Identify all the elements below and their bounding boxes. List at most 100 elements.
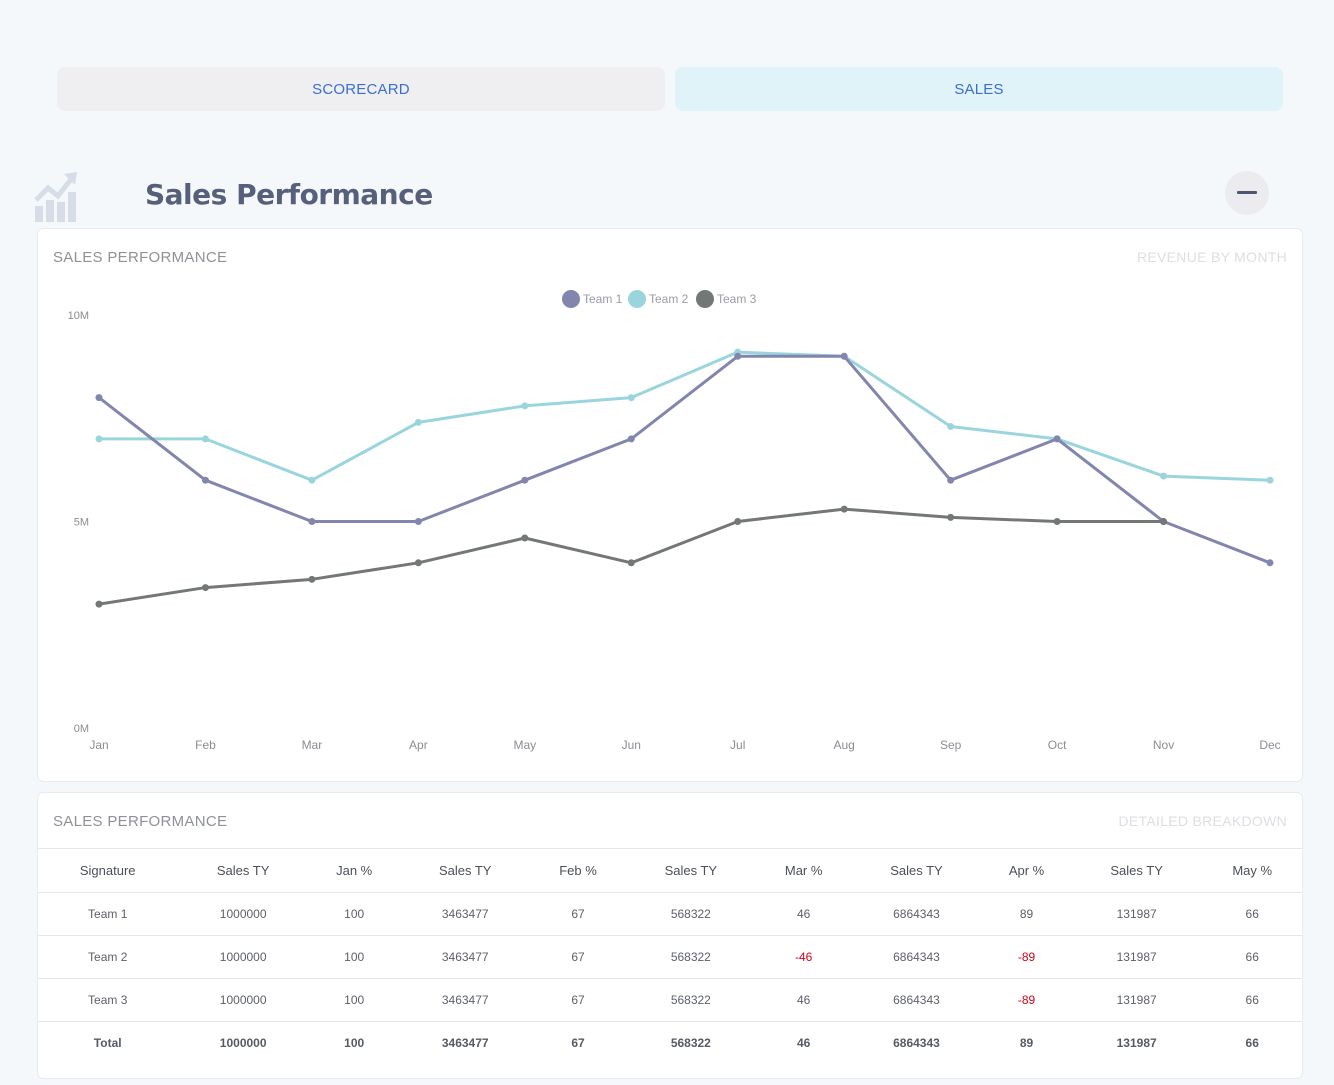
data-point — [1053, 435, 1061, 443]
x-tick-label: Jul — [730, 738, 745, 752]
table-cell: 3463477 — [399, 892, 531, 936]
table-cell: 100 — [308, 892, 400, 936]
table-card: SALES PERFORMANCE DETAILED BREAKDOWN Sig… — [37, 792, 1303, 1079]
table-cell: 46 — [756, 892, 851, 936]
table-cell: 66 — [1202, 978, 1302, 1022]
breakdown-table: Signature Sales TY Jan % Sales TY Feb % Sales… — [38, 848, 1302, 1065]
data-point — [627, 394, 635, 402]
column-header: Signature — [38, 848, 178, 893]
x-tick-label: Dec — [1259, 738, 1280, 752]
legend-marker — [628, 290, 646, 308]
data-point — [308, 518, 316, 525]
data-point — [95, 435, 103, 443]
series-line-team-2 — [99, 350, 1271, 482]
data-point — [627, 435, 635, 443]
table-cell: 568322 — [625, 1021, 757, 1065]
column-header: Sales TY — [399, 848, 531, 893]
table-cell: 1000000 — [177, 1021, 309, 1065]
x-tick-label: Oct — [1048, 738, 1067, 752]
x-tick-label: Jun — [622, 738, 641, 752]
tab-sales[interactable]: SALES — [675, 67, 1283, 111]
chart-card-subtitle: REVENUE BY MONTH — [1136, 249, 1287, 265]
table-cell: 67 — [530, 978, 626, 1022]
x-tick-label: Aug — [834, 738, 855, 752]
x-tick-label: Feb — [195, 738, 216, 752]
data-point — [947, 423, 955, 431]
table-cell: 6864343 — [850, 892, 983, 936]
table-cell: 6864343 — [850, 1021, 983, 1065]
table-cell: 66 — [1202, 935, 1302, 979]
table-cell: 1000000 — [177, 892, 309, 936]
data-point — [734, 352, 742, 360]
series-line-team-1 — [98, 354, 1271, 565]
table-cell: 6864343 — [850, 935, 983, 979]
chart-growth-icon — [34, 172, 78, 222]
table-card-subtitle: DETAILED BREAKDOWN — [1118, 813, 1287, 829]
table-cell: 3463477 — [399, 1021, 531, 1065]
tab-bar: SCORECARD SALES — [57, 67, 1283, 111]
table-cell: 131987 — [1070, 1021, 1203, 1065]
table-cell: 46 — [756, 1021, 851, 1065]
table-header-row: Signature Sales TY Jan % Sales TY Feb % Sales… — [38, 848, 1302, 893]
minus-icon — [1237, 191, 1257, 194]
table-cell: 100 — [308, 935, 400, 979]
page-title: Sales Performance — [145, 178, 433, 211]
table-cell: 66 — [1202, 892, 1302, 936]
data-point — [308, 575, 316, 583]
column-header: Feb % — [530, 848, 626, 893]
y-tick-label: 0M — [74, 723, 89, 735]
collapse-button[interactable] — [1225, 171, 1269, 215]
data-point — [521, 534, 529, 542]
table-cell: 100 — [308, 1021, 400, 1065]
chart-card: SALES PERFORMANCE REVENUE BY MONTH 0M 5M 1… — [37, 228, 1303, 782]
table-cell: 568322 — [625, 935, 757, 979]
x-tick-label: Sep — [940, 738, 962, 752]
table-cell: 100 — [308, 978, 400, 1022]
legend-label: Team 2 — [649, 292, 689, 306]
tab-scorecard[interactable]: SCORECARD — [57, 67, 665, 111]
table-cell: 3463477 — [399, 935, 531, 979]
column-header: Mar % — [756, 848, 851, 893]
table-row: Team 1 1000000 100 3463477 67 568322 46 6864343… — [38, 892, 1302, 936]
table-cell: Team 2 — [38, 935, 178, 979]
table-cell: 568322 — [625, 892, 757, 936]
table-cell: 46 — [756, 978, 851, 1022]
data-point — [521, 476, 529, 484]
table-cell: 6864343 — [850, 978, 983, 1022]
data-point — [840, 352, 848, 360]
data-point — [521, 402, 529, 410]
legend-label: Team 1 — [583, 292, 623, 306]
sales-line-chart: 0M 5M 10M Jan Feb Mar Apr May Jun Jul Aug Sep Oct Nov… — [68, 290, 1281, 752]
table-cell: Total — [38, 1021, 178, 1065]
x-tick-label: Mar — [302, 738, 323, 752]
data-point — [840, 505, 848, 513]
data-point — [627, 559, 635, 567]
table-cell: 67 — [530, 935, 626, 979]
legend-label: Team 3 — [717, 292, 757, 306]
x-tick-label: Jan — [89, 738, 108, 752]
data-point — [201, 435, 209, 443]
y-tick-label: 10M — [68, 310, 89, 322]
legend-marker — [696, 290, 714, 308]
data-point — [414, 418, 422, 426]
data-point — [947, 476, 955, 484]
data-point — [201, 584, 209, 592]
data-point — [1160, 518, 1168, 525]
table-cell: 3463477 — [399, 978, 531, 1022]
column-header: Sales TY — [177, 848, 309, 893]
data-point — [95, 394, 103, 402]
chart-card-title: SALES PERFORMANCE — [53, 249, 228, 266]
x-tick-label: Apr — [409, 738, 428, 752]
data-point — [1266, 476, 1274, 484]
table-cell: -89 — [982, 978, 1071, 1022]
table-cell: 131987 — [1070, 892, 1203, 936]
table-cell: 131987 — [1070, 978, 1203, 1022]
data-point — [95, 600, 103, 608]
column-header: Jan % — [308, 848, 400, 893]
table-cell: 89 — [982, 892, 1071, 936]
table-total-row: Total 1000000 100 3463477 67 568322 46 6864343 8… — [38, 1021, 1302, 1065]
table-cell: -46 — [756, 935, 851, 979]
data-point — [1266, 559, 1274, 567]
data-point — [1053, 518, 1061, 525]
table-cell: 131987 — [1070, 935, 1203, 979]
